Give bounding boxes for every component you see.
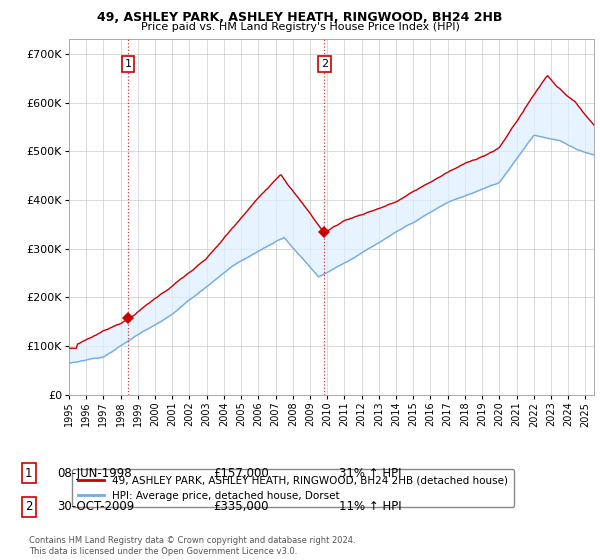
- Text: 08-JUN-1998: 08-JUN-1998: [57, 466, 131, 480]
- Text: 49, ASHLEY PARK, ASHLEY HEATH, RINGWOOD, BH24 2HB: 49, ASHLEY PARK, ASHLEY HEATH, RINGWOOD,…: [97, 11, 503, 24]
- Text: Contains HM Land Registry data © Crown copyright and database right 2024.
This d: Contains HM Land Registry data © Crown c…: [29, 536, 355, 556]
- Text: 1: 1: [25, 466, 32, 480]
- Text: 2: 2: [25, 500, 32, 514]
- Text: 1: 1: [125, 59, 132, 69]
- Text: Price paid vs. HM Land Registry's House Price Index (HPI): Price paid vs. HM Land Registry's House …: [140, 22, 460, 32]
- Text: £157,000: £157,000: [213, 466, 269, 480]
- Text: 2: 2: [321, 59, 328, 69]
- Text: 31% ↑ HPI: 31% ↑ HPI: [339, 466, 401, 480]
- Legend: 49, ASHLEY PARK, ASHLEY HEATH, RINGWOOD, BH24 2HB (detached house), HPI: Average: 49, ASHLEY PARK, ASHLEY HEATH, RINGWOOD,…: [71, 469, 514, 507]
- Text: 30-OCT-2009: 30-OCT-2009: [57, 500, 134, 514]
- Text: £335,000: £335,000: [213, 500, 269, 514]
- Text: 11% ↑ HPI: 11% ↑ HPI: [339, 500, 401, 514]
